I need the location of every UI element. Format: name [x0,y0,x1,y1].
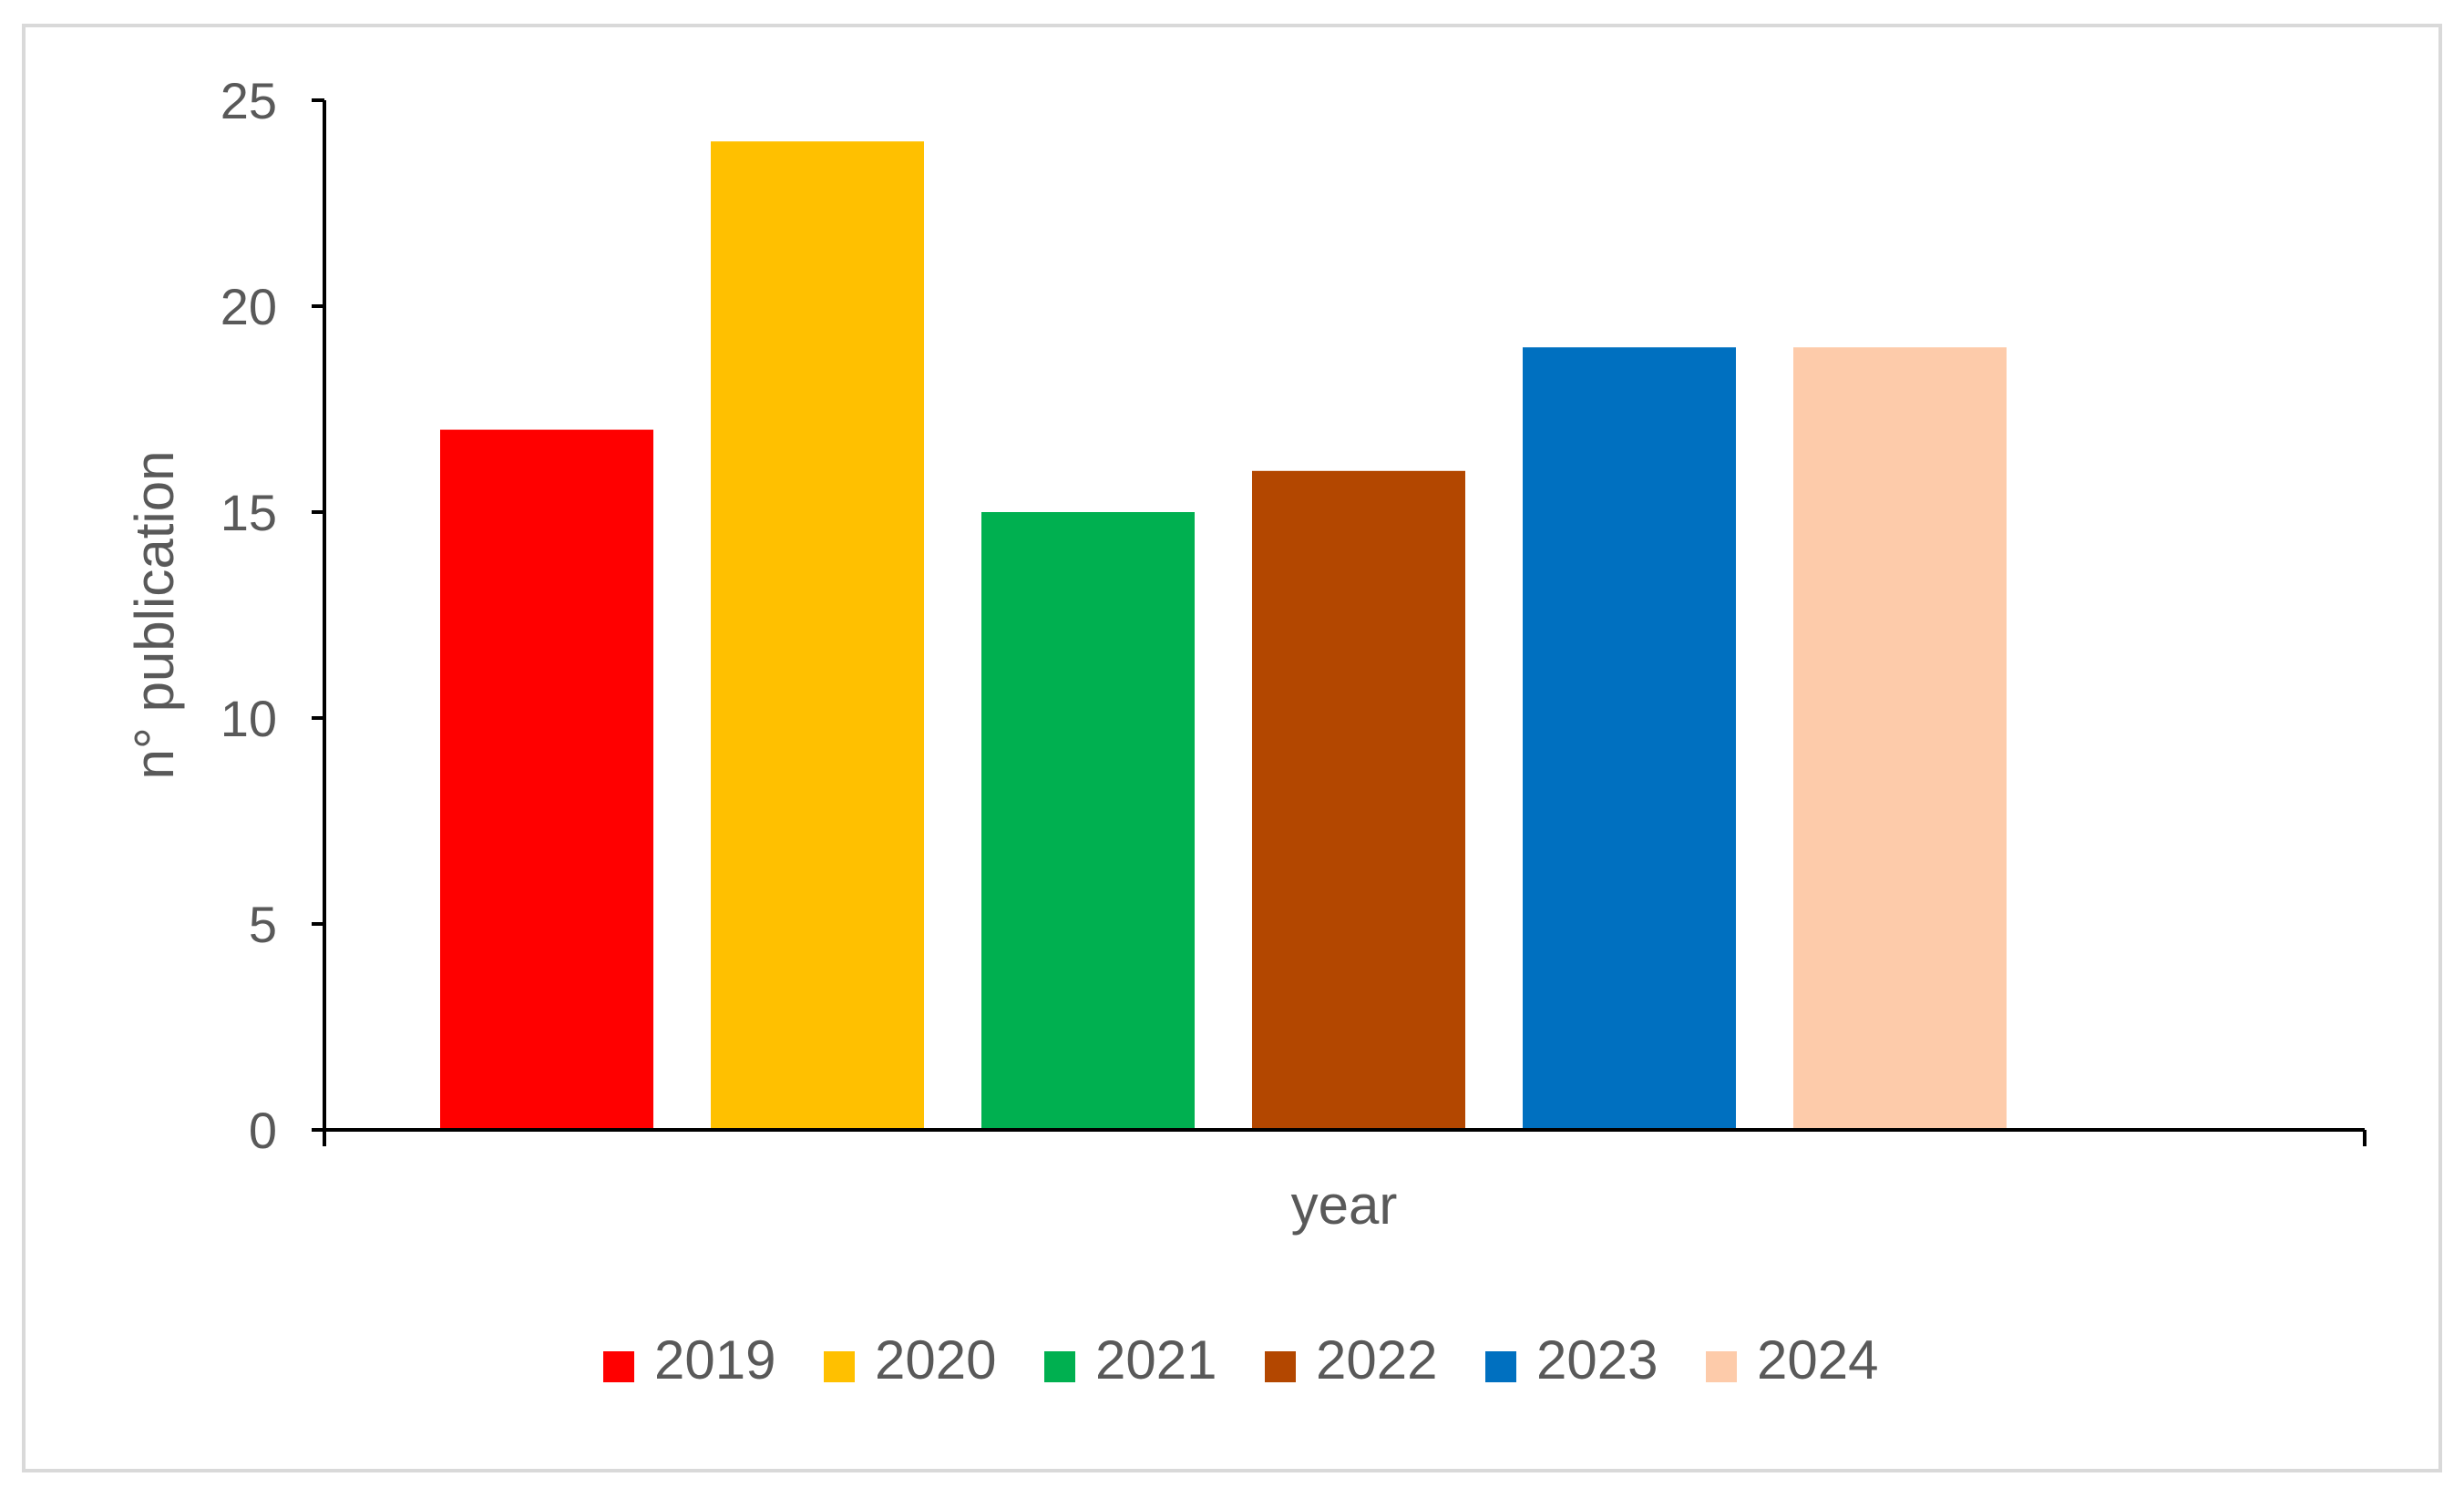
y-axis: 0 5 10 15 20 25 [221,72,326,1159]
legend-label-2021: 2021 [1095,1329,1217,1390]
chart-frame [22,24,2442,1472]
bar-2024 [1793,347,2007,1130]
plot-area [440,141,2007,1131]
legend-swatch-2023 [1485,1351,1516,1382]
legend-label-2019: 2019 [654,1329,775,1390]
y-tick-label-10: 10 [221,690,277,747]
x-axis [323,1128,2366,1146]
bar-2022 [1252,470,1465,1130]
legend-label-2022: 2022 [1316,1329,1437,1390]
legend-swatch-2019 [603,1351,634,1382]
bar-2023 [1523,347,1736,1130]
legend-swatch-2021 [1044,1351,1075,1382]
legend-swatch-2024 [1706,1351,1737,1382]
y-tick-label-5: 5 [249,896,277,953]
bar-2019 [440,429,653,1131]
legend-label-2023: 2023 [1536,1329,1658,1390]
legend-swatch-2020 [824,1351,855,1382]
legend: 2019 2020 2021 2022 2023 2024 [603,1329,1878,1390]
bar-2020 [711,141,924,1131]
legend-swatch-2022 [1265,1351,1296,1382]
y-tick-label-25: 25 [221,72,277,129]
bar-2021 [981,512,1195,1130]
legend-label-2024: 2024 [1757,1329,1878,1390]
legend-label-2020: 2020 [875,1329,996,1390]
y-tick-label-20: 20 [221,278,277,335]
y-axis-title: n° publication [124,451,185,780]
y-tick-label-0: 0 [249,1102,277,1159]
x-axis-title: year [1291,1175,1398,1236]
y-tick-label-15: 15 [221,484,277,541]
